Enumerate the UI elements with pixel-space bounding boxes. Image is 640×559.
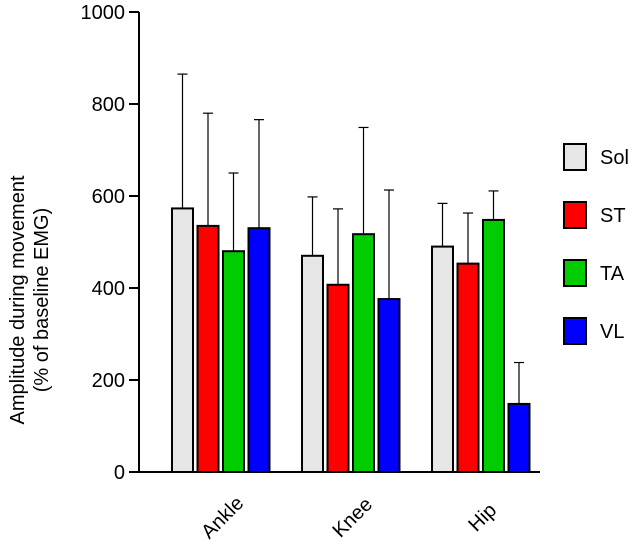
legend-label-vl: VL [600, 321, 624, 343]
legend-swatch-st [563, 201, 587, 229]
legend-swatch-ta [563, 259, 587, 287]
bar-hip-sol [431, 245, 454, 473]
legend-label-sol: Sol [600, 147, 629, 169]
bar-ankle-st [196, 224, 220, 473]
bar-knee-vl [377, 298, 401, 474]
y-axis-title-line2: (% of baseline EMG) [31, 208, 53, 393]
x-category-label-hip: Hip [464, 499, 501, 536]
x-category-label-knee: Knee [328, 493, 377, 542]
bar-hip-ta [482, 218, 505, 473]
y-tick-label-600: 600 [92, 186, 125, 208]
y-axis-title-line1: Amplitude during movement [7, 175, 29, 424]
y-tick-label-0: 0 [114, 462, 125, 484]
legend-swatch-vl [563, 317, 587, 345]
bar-knee-ta [352, 233, 375, 473]
y-tick-label-800: 800 [92, 94, 125, 116]
y-tick-label-200: 200 [92, 370, 125, 392]
y-tick-label-400: 400 [92, 278, 125, 300]
legend-label-st: ST [600, 205, 626, 227]
bar-ankle-vl [247, 227, 271, 473]
legend: Sol ST TA VL [563, 143, 629, 345]
plot-area: 0 200 400 600 800 1000 Ankle Knee Hip [81, 2, 540, 543]
bar-knee-sol [301, 254, 324, 473]
legend-swatch-sol [563, 143, 587, 171]
x-category-label-ankle: Ankle [197, 492, 248, 543]
bar-ankle-sol [171, 207, 194, 473]
bar-hip-st [456, 262, 480, 473]
bar-hip-vl [507, 402, 531, 474]
bar-ankle-ta [222, 250, 245, 473]
y-axis-title: Amplitude during movement (% of baseline… [7, 175, 53, 424]
y-tick-label-1000: 1000 [81, 2, 126, 24]
bar-knee-st [326, 283, 350, 473]
legend-label-ta: TA [600, 263, 625, 285]
